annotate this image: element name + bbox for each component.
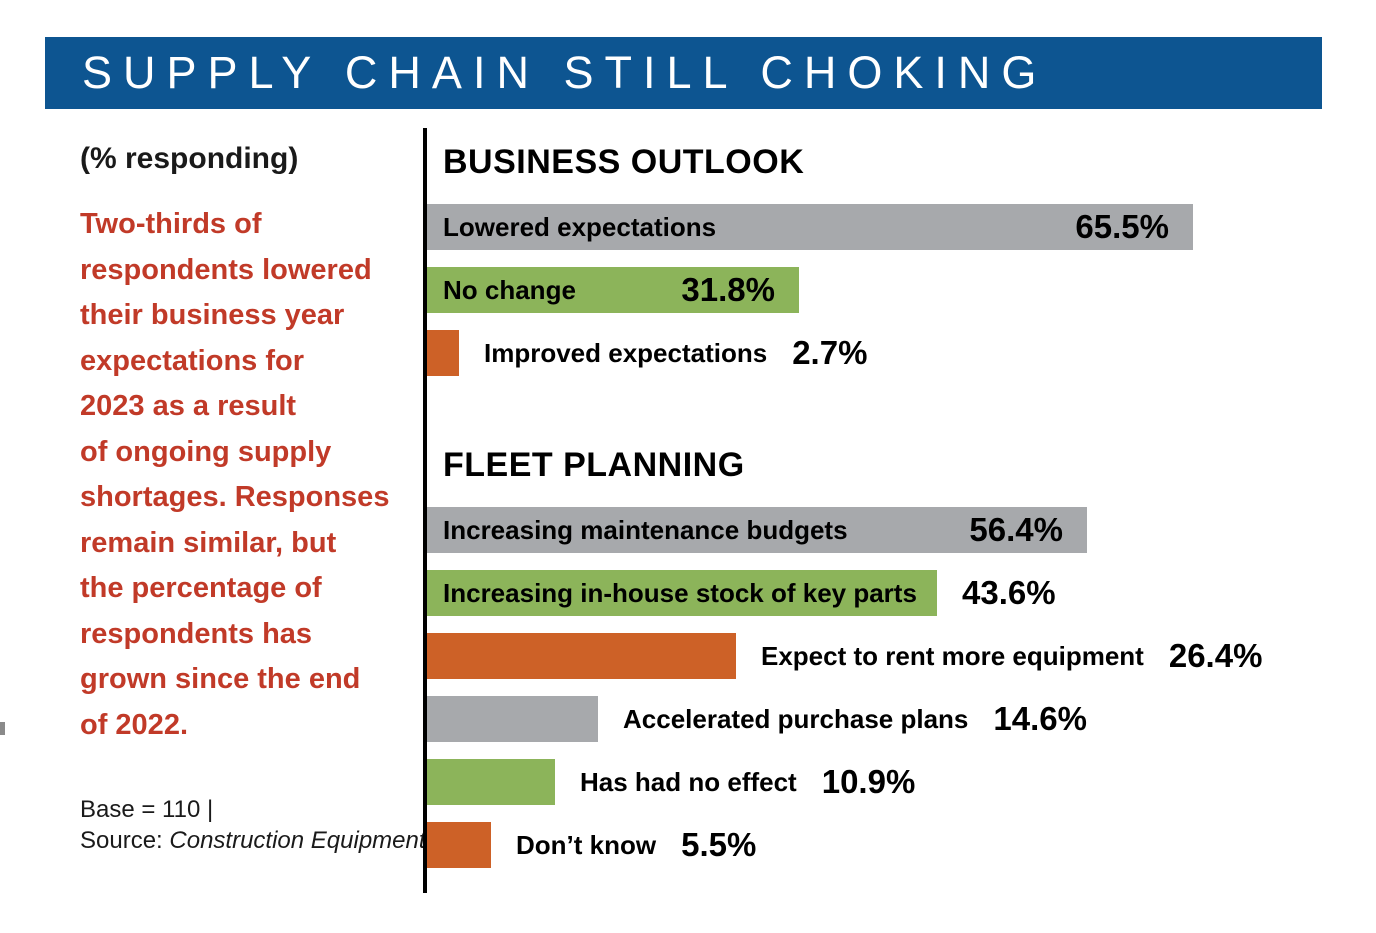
bar-green	[427, 759, 555, 805]
bar-row: Increasing in-house stock of key parts 43…	[427, 570, 1056, 616]
bar-label: Lowered expectations	[443, 211, 717, 242]
base-note: Base = 110 |	[80, 796, 214, 823]
commentary-text: Two-thirds of respondents lowered their …	[80, 208, 390, 741]
bar-row: Increasing maintenance budgets 56.4%	[427, 507, 1087, 553]
bar-row: Has had no effect 10.9%	[427, 759, 915, 805]
responding-note: (% responding)	[80, 142, 299, 175]
bar-value: 56.4%	[969, 511, 1063, 548]
section-title: FLEET PLANNING	[443, 446, 745, 484]
bar-row: Expect to rent more equipment 26.4%	[427, 633, 1262, 679]
bar-value: 31.8%	[681, 271, 775, 308]
bar-label: Accelerated purchase plans	[623, 703, 969, 734]
bar-value: 65.5%	[1075, 208, 1169, 245]
bar-row: Lowered expectations 65.5%	[427, 204, 1193, 250]
bar-row: No change 31.8%	[427, 267, 799, 313]
page-title: SUPPLY CHAIN STILL CHOKING	[82, 47, 1048, 98]
bar-gray	[427, 696, 598, 742]
bar-value: 5.5%	[681, 826, 757, 863]
edge-artifact	[0, 722, 5, 735]
source-note: Source: Construction Equipment	[80, 825, 426, 856]
bar-orange	[427, 822, 491, 868]
bar-value: 43.6%	[962, 574, 1056, 611]
bar-orange	[427, 633, 736, 679]
bar-green: No change 31.8%	[427, 267, 799, 313]
bar-label: No change	[443, 274, 576, 305]
section-title: BUSINESS OUTLOOK	[443, 143, 805, 181]
bar-label: Has had no effect	[580, 766, 797, 797]
bar-value: 10.9%	[821, 763, 916, 800]
bar-row: Improved expectations 2.7%	[427, 330, 867, 376]
vertical-divider	[423, 128, 427, 893]
bar-value: 14.6%	[993, 700, 1087, 737]
bar-row: Don’t know 5.5%	[427, 822, 756, 868]
bar-label: Don’t know	[516, 829, 657, 860]
source-label: Source:	[80, 827, 163, 854]
bar-label: Expect to rent more equipment	[761, 640, 1144, 671]
bar-orange	[427, 330, 459, 376]
bar-label: Improved expectations	[484, 337, 768, 368]
bar-value: 2.7%	[792, 334, 868, 371]
bar-value: 26.4%	[1168, 637, 1263, 674]
bar-green: Increasing in-house stock of key parts	[427, 570, 937, 616]
bar-label: Increasing maintenance budgets	[443, 514, 848, 545]
source-name: Construction Equipment	[169, 827, 426, 854]
bar-row: Accelerated purchase plans 14.6%	[427, 696, 1087, 742]
bar-label: Increasing in-house stock of key parts	[443, 577, 917, 608]
bar-gray: Increasing maintenance budgets 56.4%	[427, 507, 1087, 553]
chart-area: BUSINESS OUTLOOK Lowered expectations 65.5…	[427, 128, 1376, 885]
header-banner: SUPPLY CHAIN STILL CHOKING	[45, 37, 1322, 109]
left-panel: (% responding) Two-thirds of respondents…	[80, 142, 425, 748]
source-block: Base = 110 | Source: Construction Equipm…	[80, 794, 426, 856]
bar-gray: Lowered expectations 65.5%	[427, 204, 1193, 250]
